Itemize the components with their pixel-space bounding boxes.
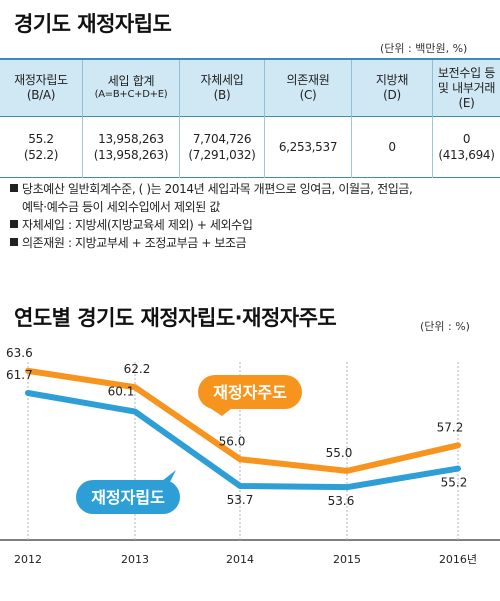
footnote-continuation: 예탁·예수금 등이 세외수입에서 제외된 값 [22, 200, 220, 214]
series-label-bubble [198, 375, 302, 409]
footnote: 의존재원 : 지방교부세 + 조정교부금 + 보조금 [10, 234, 490, 252]
data-label: 57.2 [437, 420, 464, 434]
table-row: 55.2 (52.2) 13,958,263 (13,958,263) 7,704,… [0, 116, 500, 178]
table-unit-label: (단위 : 백만원, %) [380, 42, 468, 55]
series-label-bubble [76, 480, 180, 514]
table-cell: 7,704,726 (7,291,032) [179, 116, 265, 178]
bullet-square-icon [10, 220, 18, 228]
x-tick-label: 2012 [14, 553, 42, 566]
finance-table: 재정자립도 (B/A) 세입 합계 (A=B+C+D+E) 자체세입 (B) 의존재원… [0, 58, 500, 178]
bullet-square-icon [10, 184, 18, 192]
bullet-square-icon [10, 238, 18, 246]
table-cell: 6,253,537 [264, 116, 352, 178]
series-line-fiscal-independence [25, 389, 461, 491]
data-label: 60.1 [108, 385, 135, 399]
header-cell: 지방채 (D) [351, 59, 433, 117]
table-cell: 55.2 (52.2) [0, 116, 83, 178]
table-cell: 0 [351, 116, 433, 178]
header-cell: 자체세입 (B) [179, 59, 265, 117]
series-line-fiscal-autonomy [25, 367, 461, 474]
x-tick-label: 2013 [121, 553, 149, 566]
header-cell: 재정자립도 (B/A) [0, 59, 83, 117]
data-label: 53.6 [328, 494, 355, 508]
table-cell: 0 (413,694) [438, 131, 495, 162]
x-tick-label: 2014 [226, 553, 254, 566]
data-label: 55.2 [441, 476, 468, 490]
label-bubble-tail [210, 408, 232, 416]
data-label: 61.7 [6, 368, 33, 382]
section1-title: 경기도 재정자립도 [14, 12, 172, 36]
series-label: 재정자립도 [91, 488, 165, 507]
series-label: 재정자주도 [213, 383, 287, 402]
section2-title: 연도별 경기도 재정자립도·재정자주도 [14, 306, 337, 330]
header-cell: 의존재원 (C) [264, 59, 352, 117]
data-label: 53.7 [227, 493, 254, 507]
data-label: 63.6 [6, 346, 33, 360]
footnotes: 당초예산 일반회계수준, ( )는 2014년 세입과목 개편으로 잉여금, 이… [10, 180, 490, 252]
x-tick-label: 2016년 [439, 553, 477, 566]
x-tick-label: 2015 [333, 553, 361, 566]
header-cell: 세입 합계 (A=B+C+D+E) [82, 59, 180, 117]
data-label: 55.0 [326, 446, 353, 460]
data-label: 62.2 [124, 362, 151, 376]
footnote: 자체세입 : 지방세(지방교육세 제외) + 세외수입 [10, 216, 490, 234]
footnote: 당초예산 일반회계수준, ( )는 2014년 세입과목 개편으로 잉여금, 이… [10, 180, 490, 198]
table-cell: 13,958,263 (13,958,263) [82, 116, 180, 178]
data-label: 56.0 [219, 434, 246, 448]
table-header-row: 재정자립도 (B/A) 세입 합계 (A=B+C+D+E) 자체세입 (B) 의존재원… [0, 59, 500, 117]
chart-unit-label: (단위 : %) [420, 320, 470, 333]
